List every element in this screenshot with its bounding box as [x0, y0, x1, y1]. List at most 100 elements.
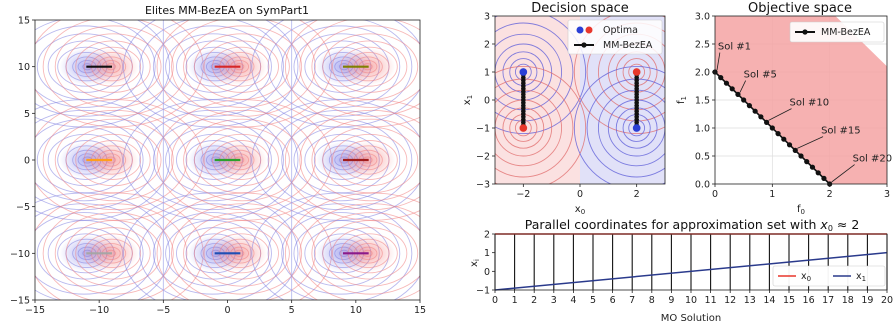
pareto-front-point	[804, 159, 810, 165]
y-tick-label: 2	[484, 40, 490, 51]
legend-optima-blue-marker	[576, 26, 584, 34]
contour-line	[35, 203, 156, 300]
parallel-coordinates-xlabel: MO Solution	[661, 313, 721, 324]
contour-line	[54, 118, 174, 202]
objective-space-chart: Objective space Sol #1 Sol #5 Sol #10 Sol #…	[676, 1, 892, 216]
y-tick-label: −5	[16, 202, 30, 213]
pareto-front-point	[786, 142, 793, 148]
x-tick-label: 5	[590, 295, 596, 306]
symPart-elites-chart: Elites MM-BezEA on SymPart1 −15 −10 −5 0 5 10…	[10, 4, 426, 317]
decision-space-chart: Decision space −2 0 2 −3 −2 −1 0 1 2 3 x0 x1 Opti…	[462, 1, 666, 216]
x-tick-label: 0	[577, 189, 583, 200]
x-tick-label: 3	[551, 295, 557, 306]
annotation-label-2: Sol #5	[744, 70, 777, 81]
objective-space-title: Objective space	[748, 1, 852, 16]
contour-line	[340, 46, 398, 87]
pareto-front-point	[775, 131, 781, 137]
objective-space-ylabel: f1	[676, 96, 688, 104]
contour-line	[139, 20, 284, 117]
parallel-coordinates-chart: Parallel coordinates for approximation s…	[469, 217, 893, 324]
x-tick-label: 8	[649, 295, 655, 306]
y-tick-label: −15	[10, 296, 30, 307]
objective-space-legend: MM-BezEA	[789, 21, 885, 43]
contour-line	[42, 203, 188, 300]
pareto-front-point	[821, 175, 827, 181]
x-tick-label: 16	[803, 295, 815, 306]
contour-line	[311, 25, 420, 108]
contour-line	[311, 212, 420, 295]
contour-line	[183, 118, 303, 202]
y-tick-label: 15	[18, 16, 30, 27]
annotation-arrow-2	[739, 80, 747, 93]
contour-line	[139, 109, 284, 211]
contour-line	[152, 25, 272, 108]
y-tick-label: 1.5	[695, 96, 710, 107]
x-tick-label: 4	[570, 295, 576, 306]
y-tick-label: 1.0	[695, 124, 710, 135]
annotation-label-5: Sol #20	[853, 154, 893, 165]
x-tick-label: 0	[712, 189, 718, 200]
x-tick-label: 2	[827, 189, 833, 200]
pareto-front-point	[729, 86, 735, 92]
y-tick-label: 3	[484, 12, 490, 23]
legend-front-marker	[802, 29, 808, 35]
x-tick-label: 18	[842, 295, 854, 306]
contour-line	[42, 109, 188, 211]
contour-line	[203, 40, 279, 93]
x-tick-label: 1	[512, 295, 518, 306]
legend-x0-label: x0	[801, 271, 811, 283]
contour-line	[171, 203, 316, 300]
contour-line	[83, 140, 142, 180]
contour-line	[281, 118, 401, 202]
contour-line	[203, 133, 279, 187]
x-tick-label: 2	[531, 295, 537, 306]
decision-space-ylabel: x1	[462, 95, 474, 105]
contour-line	[171, 20, 316, 117]
pareto-front-point	[752, 108, 758, 114]
decision-space-axis-ticks: −2 0 2 −3 −2 −1 0 1 2 3	[476, 12, 640, 201]
x-tick-label: −10	[89, 305, 109, 316]
y-tick-label: −1	[476, 286, 490, 297]
pareto-front-point	[792, 147, 798, 153]
region-left	[495, 16, 580, 184]
contour-line	[203, 227, 279, 280]
contour-line	[183, 212, 303, 295]
annotation-label-1: Sol #1	[718, 42, 751, 53]
y-tick-label: −3	[476, 180, 490, 191]
contour-line	[83, 46, 142, 87]
x-tick-label: 6	[610, 295, 616, 306]
symPart-axis-ticks: −15 −10 −5 0 5 10 15 −15 −10 −5 0 5 10 15	[10, 16, 426, 317]
contour-line	[54, 25, 174, 108]
contour-line	[267, 20, 413, 117]
legend-mmbezea-label: MM-BezEA	[603, 40, 653, 51]
pareto-front-point	[815, 170, 821, 176]
contour-line	[171, 109, 316, 211]
contour-line	[299, 20, 420, 117]
legend-optima-label: Optima	[603, 25, 638, 36]
contour-line	[340, 233, 398, 274]
annotation-label-3: Sol #10	[790, 98, 830, 109]
contour-line	[65, 33, 162, 100]
x-tick-label: 1	[769, 189, 775, 200]
feasible-region	[715, 16, 887, 184]
pareto-front-point	[718, 75, 724, 81]
legend-front-label: MM-BezEA	[821, 27, 871, 38]
contour-line	[299, 109, 420, 211]
contour-line	[152, 212, 272, 295]
y-tick-label: −10	[10, 249, 30, 260]
y-tick-label: 0	[24, 156, 30, 167]
contour-line	[193, 33, 290, 100]
parallel-coordinates-ylabel: xi	[469, 259, 481, 267]
pareto-front-point	[764, 119, 770, 125]
contour-line	[83, 233, 142, 274]
contour-line	[35, 20, 171, 128]
x-tick-label: 11	[705, 295, 717, 306]
optimum-marker-4	[632, 124, 641, 132]
decision-contour	[495, 65, 587, 184]
contour-line	[331, 133, 408, 187]
x-tick-label: 5	[289, 305, 295, 316]
contour-line	[299, 203, 420, 300]
x-tick-label: −2	[516, 189, 530, 200]
